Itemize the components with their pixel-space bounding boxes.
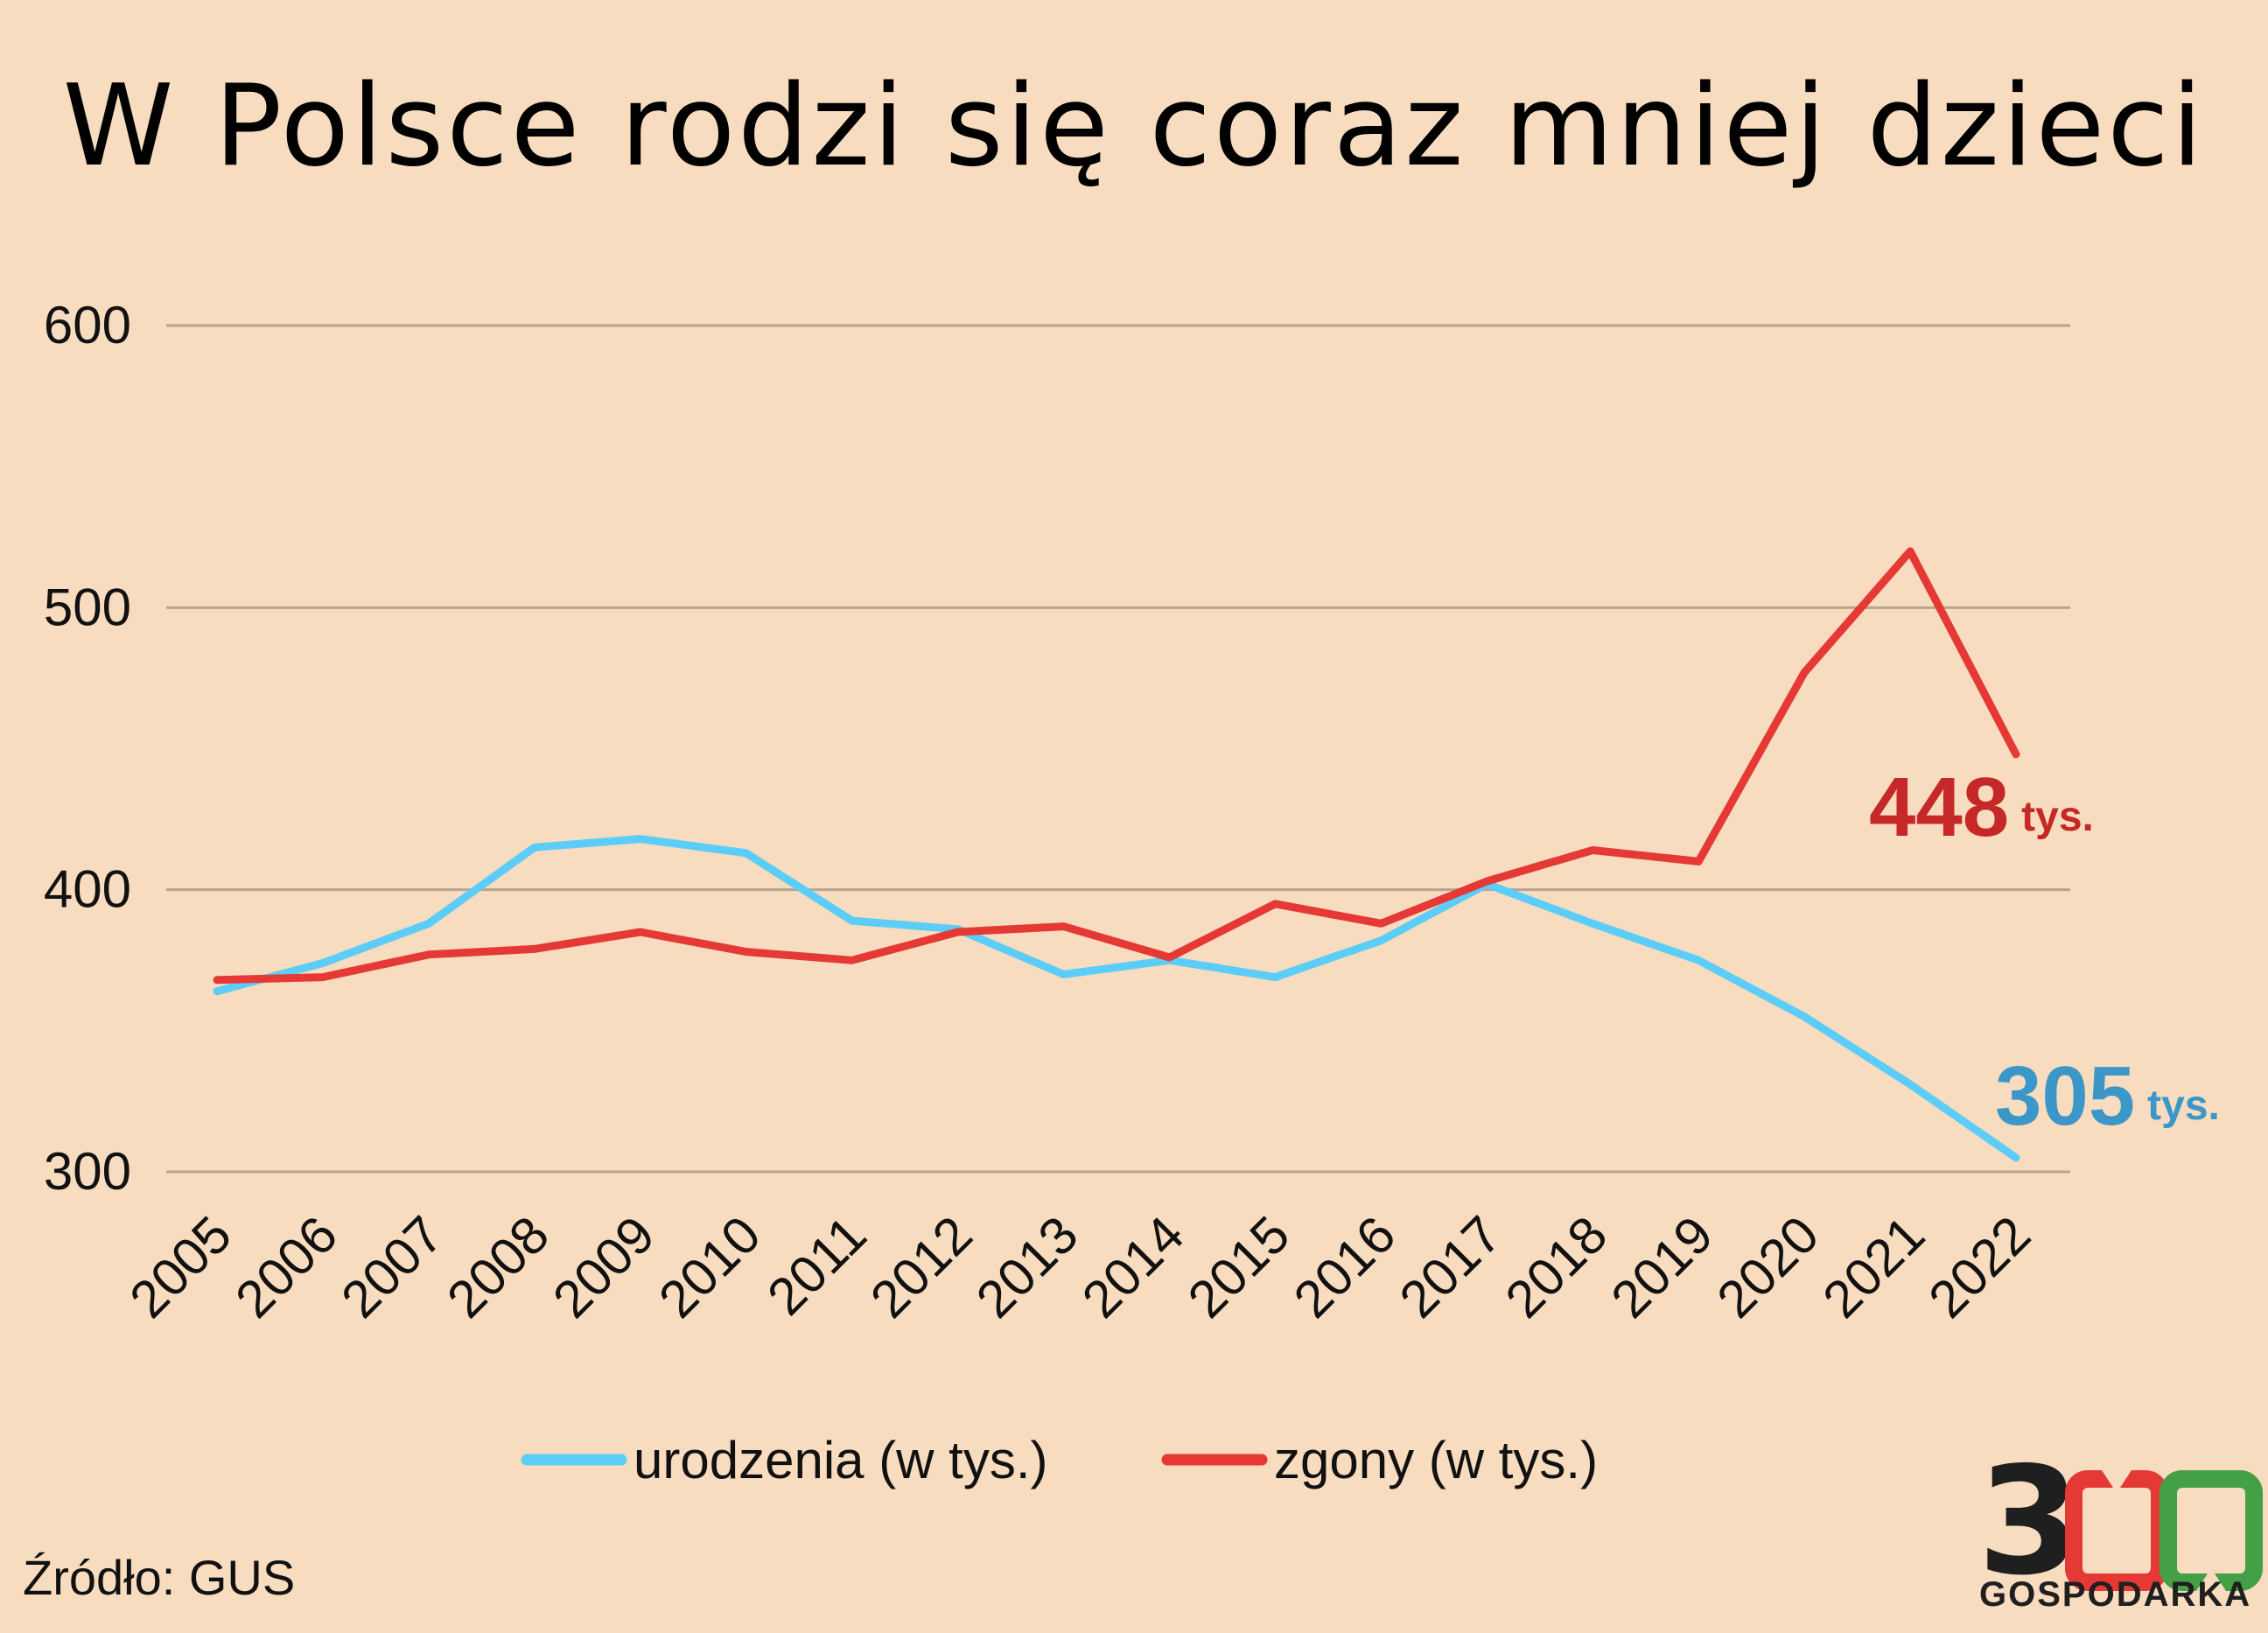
x-tick-label: 2010: [648, 1205, 772, 1329]
x-tick-label: 2008: [436, 1205, 560, 1329]
x-tick-label: 2013: [965, 1205, 1089, 1329]
y-tick-label: 400: [44, 860, 131, 919]
annotation-value: 305: [1995, 1049, 2135, 1143]
x-tick-label: 2017: [1389, 1205, 1513, 1329]
brand-logo: 3 GOSPODARKA: [1969, 1435, 2263, 1619]
logo-digit: 3: [1978, 1435, 2082, 1608]
x-tick-label: 2018: [1494, 1205, 1619, 1329]
logo-brand-text: GOSPODARKA: [1979, 1575, 2252, 1614]
series-line-0: [213, 835, 2020, 1162]
x-tick-label: 2021: [1811, 1205, 1936, 1329]
x-tick-label: 2012: [859, 1205, 984, 1329]
source-note: Źródło: GUS: [23, 1550, 296, 1605]
annotation-value: 448: [1869, 760, 2009, 854]
x-tick-label: 2020: [1706, 1205, 1830, 1329]
x-tick-label: 2014: [1071, 1205, 1195, 1329]
gridlines: [166, 324, 2070, 1174]
x-tick-label: 2009: [542, 1205, 666, 1329]
x-tick-label: 2015: [1177, 1205, 1301, 1329]
x-tick-label: 2011: [756, 1205, 878, 1327]
y-tick-label: 600: [44, 296, 131, 354]
y-tick-label: 500: [44, 578, 131, 636]
x-tick-label: 2005: [118, 1205, 242, 1329]
annotation-unit: tys.: [2147, 1083, 2220, 1129]
x-tick-label: 2022: [1917, 1205, 2041, 1329]
series-line-1: [213, 547, 2020, 985]
x-tick-label: 2019: [1600, 1205, 1725, 1329]
legend: urodzenia (w tys.) zgony (w tys.): [521, 1431, 1598, 1489]
series-lines: [213, 547, 2020, 1162]
annotations: 448 tys. 305 tys.: [1869, 760, 2220, 1143]
logo-zero-green: [2160, 1470, 2263, 1591]
annotation-unit: tys.: [2021, 794, 2094, 840]
x-tick-label: 2006: [224, 1205, 348, 1329]
x-tick-label: 2016: [1283, 1205, 1407, 1329]
legend-label: zgony (w tys.): [1274, 1431, 1598, 1489]
logo-zero-red: [2065, 1470, 2168, 1591]
y-tick-label: 300: [44, 1142, 131, 1201]
x-tick-label: 2007: [330, 1205, 454, 1329]
chart-title: W Polsce rodzi się coraz mniej dzieci: [62, 61, 2206, 192]
x-axis-ticks: 2005200620072008200920102011201220132014…: [118, 1205, 2041, 1329]
legend-label: urodzenia (w tys.): [634, 1431, 1048, 1489]
y-axis-ticks: 300 400 500 600: [44, 296, 131, 1201]
